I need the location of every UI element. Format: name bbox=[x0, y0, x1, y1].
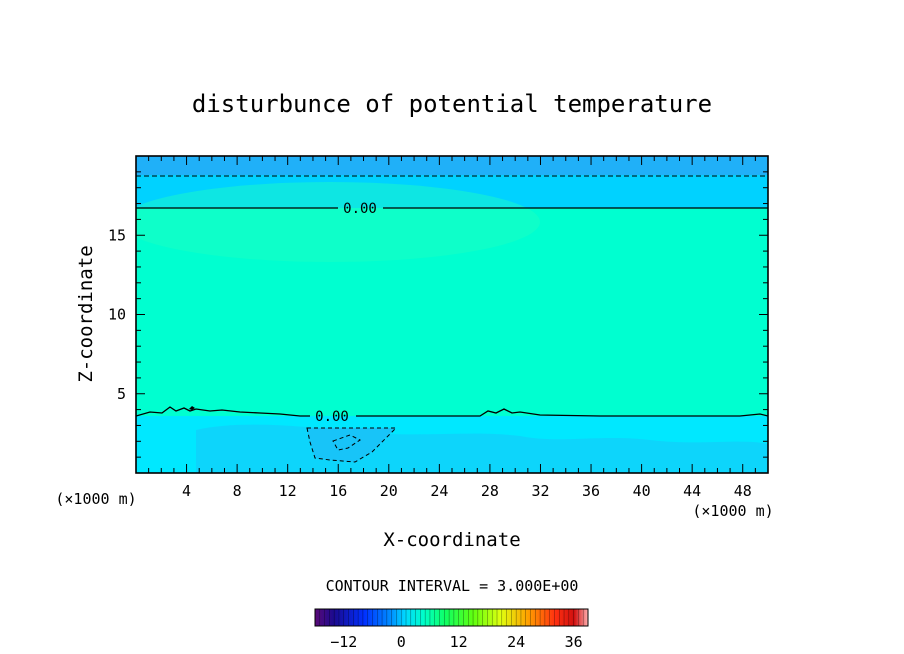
colorbar-tick-label: 24 bbox=[507, 633, 525, 651]
colorbar-tick-label: 0 bbox=[397, 633, 406, 651]
x-axis: 4 8 12 16 20 24 28 32 36 40 44 48 bbox=[148, 156, 756, 500]
x-tick-label: 28 bbox=[481, 482, 499, 500]
colorbar-tick-label: 36 bbox=[565, 633, 583, 651]
x-tick-label: 16 bbox=[329, 482, 347, 500]
y-axis: 5 10 15 bbox=[108, 171, 768, 458]
x-unit-label-right: (×1000 m) bbox=[692, 502, 773, 520]
negative-pocket bbox=[307, 428, 396, 462]
x-axis-title: X-coordinate bbox=[383, 529, 520, 551]
colorbar-ticks: −12 0 12 24 36 bbox=[330, 633, 582, 651]
contour-label-lower: 0.00 bbox=[315, 409, 349, 425]
colorbar-segments bbox=[319, 609, 584, 626]
upper-layer-band bbox=[136, 175, 768, 209]
y-tick-label: 15 bbox=[108, 226, 126, 244]
x-tick-label: 36 bbox=[582, 482, 600, 500]
x-tick-label: 4 bbox=[182, 482, 191, 500]
y-tick-label: 10 bbox=[108, 306, 126, 324]
x-tick-label: 8 bbox=[233, 482, 242, 500]
x-tick-label: 40 bbox=[633, 482, 651, 500]
contour-label-upper: 0.00 bbox=[343, 201, 377, 217]
colorbar-tick-label: −12 bbox=[330, 633, 357, 651]
colorbar-tick-label: 12 bbox=[450, 633, 468, 651]
contour-negative-pocket bbox=[306, 427, 398, 463]
x-tick-label: 44 bbox=[683, 482, 701, 500]
chart-title: disturbunce of potential temperature bbox=[192, 90, 712, 118]
x-tick-label: 48 bbox=[734, 482, 752, 500]
x-tick-label: 32 bbox=[531, 482, 549, 500]
y-tick-label: 5 bbox=[117, 385, 126, 403]
plot-area: 0.00 0.00 bbox=[136, 156, 768, 473]
middle-layer-warm-blob bbox=[136, 182, 540, 262]
y-axis-title: Z-coordinate bbox=[75, 245, 97, 382]
contour-zero-lower bbox=[136, 406, 768, 417]
x-tick-label: 24 bbox=[430, 482, 448, 500]
colorbar-gradient bbox=[315, 609, 588, 626]
contour-blob bbox=[189, 406, 195, 410]
x-unit-label-left: (×1000 m) bbox=[55, 490, 136, 508]
colorbar-frame bbox=[314, 608, 589, 627]
colorbar: −12 0 12 24 36 bbox=[314, 608, 589, 651]
middle-layer bbox=[136, 208, 768, 418]
x-tick-label: 20 bbox=[380, 482, 398, 500]
x-tick-label: 12 bbox=[279, 482, 297, 500]
contour-interval-label: CONTOUR INTERVAL = 3.000E+00 bbox=[326, 577, 579, 595]
